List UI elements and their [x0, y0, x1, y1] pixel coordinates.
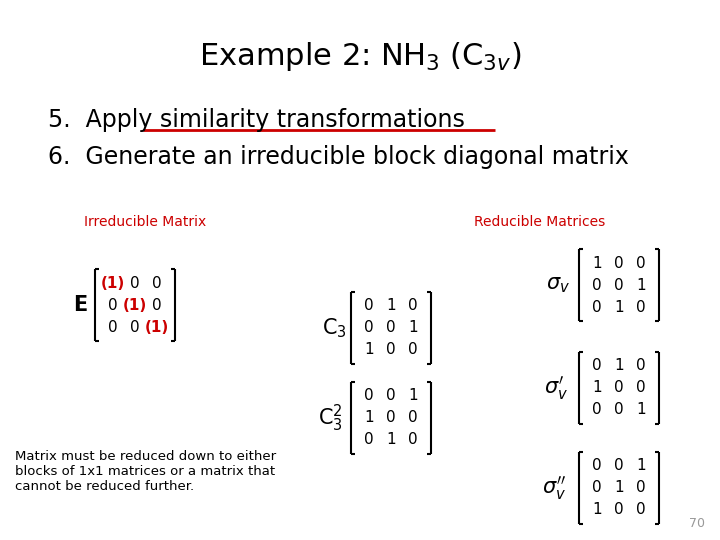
- Text: 0: 0: [386, 410, 396, 426]
- Text: 0: 0: [108, 298, 118, 313]
- Text: 0: 0: [614, 278, 624, 293]
- Text: 0: 0: [592, 481, 602, 496]
- Text: 0: 0: [130, 320, 140, 334]
- Text: $\sigma_v''$: $\sigma_v''$: [542, 474, 566, 502]
- Text: 0: 0: [614, 503, 624, 517]
- Text: 0: 0: [386, 342, 396, 357]
- Text: 0: 0: [636, 300, 646, 314]
- Text: 0: 0: [614, 458, 624, 474]
- Text: 0: 0: [408, 433, 418, 448]
- Text: 0: 0: [614, 255, 624, 271]
- Text: 0: 0: [408, 410, 418, 426]
- Text: 0: 0: [592, 458, 602, 474]
- Text: 0: 0: [386, 321, 396, 335]
- Text: 1: 1: [614, 481, 624, 496]
- Text: C$_3$: C$_3$: [322, 316, 346, 340]
- Text: 0: 0: [408, 299, 418, 314]
- Text: 0: 0: [108, 320, 118, 334]
- Text: 1: 1: [592, 381, 602, 395]
- Text: 0: 0: [636, 359, 646, 374]
- Text: 1: 1: [592, 255, 602, 271]
- Text: (1): (1): [123, 298, 147, 313]
- Text: 1: 1: [386, 299, 396, 314]
- Text: 0: 0: [592, 359, 602, 374]
- Text: 1: 1: [364, 342, 374, 357]
- Text: Matrix must be reduced down to either
blocks of 1x1 matrices or a matrix that
ca: Matrix must be reduced down to either bl…: [15, 450, 276, 493]
- Text: 1: 1: [592, 503, 602, 517]
- Text: 0: 0: [636, 481, 646, 496]
- Text: Reducible Matrices: Reducible Matrices: [474, 215, 606, 229]
- Text: 0: 0: [636, 255, 646, 271]
- Text: 1: 1: [408, 321, 418, 335]
- Text: 1: 1: [636, 402, 646, 417]
- Text: 0: 0: [152, 275, 162, 291]
- Text: 0: 0: [364, 388, 374, 403]
- Text: 0: 0: [386, 388, 396, 403]
- Text: 1: 1: [636, 458, 646, 474]
- Text: 0: 0: [592, 278, 602, 293]
- Text: 1: 1: [614, 359, 624, 374]
- Text: 0: 0: [592, 402, 602, 417]
- Text: 0: 0: [364, 321, 374, 335]
- Text: $\sigma_v'$: $\sigma_v'$: [544, 374, 568, 402]
- Text: 1: 1: [636, 278, 646, 293]
- Text: (1): (1): [145, 320, 169, 334]
- Text: 1: 1: [408, 388, 418, 403]
- Text: 6.  Generate an irreducible block diagonal matrix: 6. Generate an irreducible block diagona…: [48, 145, 629, 169]
- Text: 0: 0: [636, 381, 646, 395]
- Text: 0: 0: [364, 299, 374, 314]
- Text: $\sigma_v$: $\sigma_v$: [546, 275, 570, 295]
- Text: 0: 0: [636, 503, 646, 517]
- Text: 0: 0: [130, 275, 140, 291]
- Text: 0: 0: [592, 300, 602, 314]
- Text: 1: 1: [386, 433, 396, 448]
- Text: 0: 0: [614, 402, 624, 417]
- Text: 70: 70: [689, 517, 705, 530]
- Text: 0: 0: [152, 298, 162, 313]
- Text: 5.  Apply similarity transformations: 5. Apply similarity transformations: [48, 108, 465, 132]
- Text: Example 2: NH$_3$ (C$_{3v}$): Example 2: NH$_3$ (C$_{3v}$): [199, 40, 521, 73]
- Text: (1): (1): [101, 275, 125, 291]
- Text: C$_3^2$: C$_3^2$: [318, 402, 343, 434]
- Text: E: E: [73, 295, 87, 315]
- Text: 0: 0: [364, 433, 374, 448]
- Text: 0: 0: [614, 381, 624, 395]
- Text: 1: 1: [364, 410, 374, 426]
- Text: Irreducible Matrix: Irreducible Matrix: [84, 215, 206, 229]
- Text: 1: 1: [614, 300, 624, 314]
- Text: 0: 0: [408, 342, 418, 357]
